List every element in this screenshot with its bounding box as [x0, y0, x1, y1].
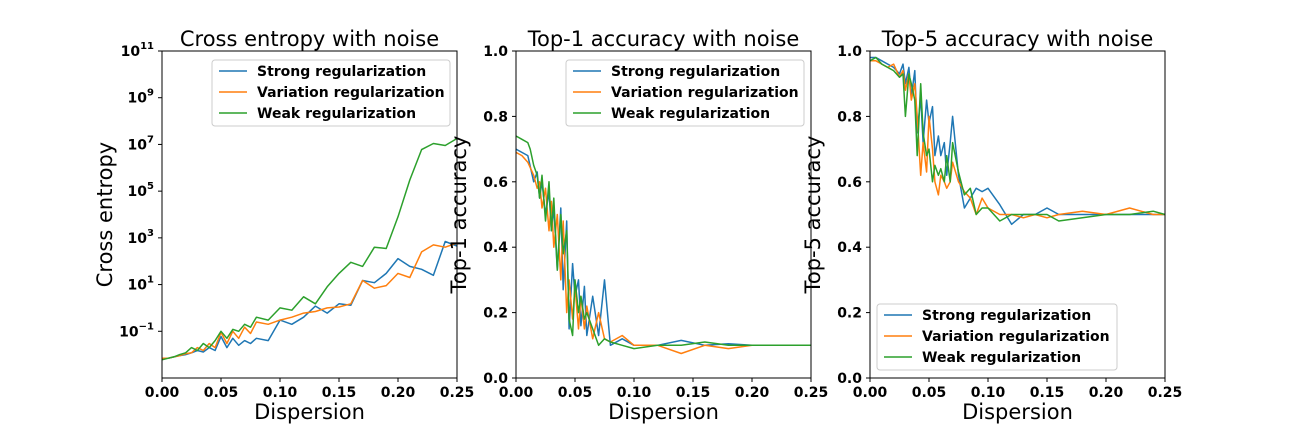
chart-panel-2: 0.00 0.05 0.10 0.15 0.20 0.25 0.0 0.2 0.4 0.6 0.8 1…	[447, 27, 828, 424]
y-tick-label: 109	[128, 88, 154, 107]
y-tick-label: 1.0	[483, 44, 508, 60]
x-tick-label: 0.20	[735, 385, 770, 401]
y-tick-label: 0.6	[837, 175, 862, 191]
series-line-3	[869, 56, 1166, 222]
x-tick-label: 0.10	[971, 385, 1006, 401]
y-tick-label: 0.8	[483, 109, 508, 125]
legend-entry: Variation regularization	[611, 85, 799, 101]
y-tick-label: 0.2	[837, 306, 862, 322]
y-tick-label: 0.4	[837, 240, 862, 256]
x-tick-label: 0.00	[853, 385, 888, 401]
y-tick-label: 0.4	[483, 240, 508, 256]
series-line-1	[870, 56, 1165, 226]
x-tick-label: 0.05	[204, 385, 239, 401]
legend-entry: Variation regularization	[257, 85, 445, 101]
x-tick-label: 0.00	[499, 385, 534, 401]
y-tick-label: 10−1	[119, 321, 154, 340]
x-tick-label: 0.15	[322, 385, 357, 401]
y-tick-label: 0.0	[483, 371, 508, 387]
chart-title: Cross entropy with noise	[180, 27, 439, 51]
x-tick-label: 0.00	[145, 385, 180, 401]
x-tick-label: 0.25	[1148, 385, 1183, 401]
legend-box	[565, 59, 805, 127]
legend-entry: Strong regularization	[922, 308, 1091, 324]
y-tick-label: 101	[128, 275, 154, 294]
legend-entry: Strong regularization	[611, 64, 780, 80]
x-tick-label: 0.15	[1030, 385, 1065, 401]
legend-box	[876, 303, 1118, 371]
y-axis-label: Cross entropy	[93, 142, 117, 287]
legend-entry: Weak regularization	[922, 350, 1081, 366]
legend-entry: Weak regularization	[611, 106, 770, 122]
y-tick-label: 1.0	[837, 44, 862, 60]
legend-box	[211, 59, 451, 127]
x-tick-label: 0.25	[440, 385, 475, 401]
chart-panel-3: 0.00 0.05 0.10 0.15 0.20 0.25 0.0 0.2 0.4 0.6 0.8 1…	[801, 27, 1182, 424]
plot-frame	[869, 50, 1166, 379]
legend: Strong regularization Variation regulariz…	[565, 59, 805, 127]
x-tick-label: 0.20	[381, 385, 416, 401]
legend-entry: Variation regularization	[922, 329, 1110, 345]
x-tick-label: 0.05	[912, 385, 947, 401]
x-tick-label: 0.10	[263, 385, 298, 401]
series-line-1	[515, 148, 811, 347]
chart-title: Top-1 accuracy with noise	[527, 27, 800, 51]
legend: Strong regularization Variation regulariz…	[876, 303, 1118, 371]
x-tick-label: 0.20	[1089, 385, 1124, 401]
y-tick-label: 0.8	[837, 109, 862, 125]
legend-entry: Weak regularization	[257, 106, 416, 122]
series-line-2	[515, 151, 811, 355]
series-line-2	[870, 60, 1165, 219]
x-axis-label: Dispersion	[254, 400, 365, 424]
legend: Strong regularization Variation regulariz…	[211, 59, 451, 127]
plot-frame	[161, 50, 458, 379]
y-tick-label: 0.6	[483, 175, 508, 191]
x-tick-label: 0.25	[794, 385, 829, 401]
legend-entry: Strong regularization	[257, 64, 426, 80]
y-tick-label: 0.2	[483, 306, 508, 322]
series-line-2	[162, 242, 458, 360]
x-tick-label: 0.10	[617, 385, 652, 401]
x-axis-label: Dispersion	[962, 400, 1073, 424]
plot-frame	[515, 50, 812, 379]
y-tick-label: 0.0	[837, 371, 862, 387]
chart-title: Top-5 accuracy with noise	[881, 27, 1154, 51]
y-tick-label: 103	[128, 228, 154, 247]
y-tick-label: 1011	[121, 41, 154, 60]
y-tick-label: 107	[128, 134, 154, 153]
x-axis-label: Dispersion	[608, 400, 719, 424]
y-axis-label: Top-1 accuracy	[447, 136, 471, 295]
x-tick-label: 0.15	[676, 385, 711, 401]
x-tick-label: 0.05	[558, 385, 593, 401]
y-axis-label: Top-5 accuracy	[801, 136, 825, 295]
y-tick-label: 105	[128, 181, 154, 200]
series-line-1	[162, 240, 458, 360]
chart-panel-1: 0.00 0.05 0.10 0.15 0.20 0.25 10−1 101 103 105 107…	[93, 27, 474, 424]
series-line-3	[161, 137, 458, 361]
series-line-3	[515, 135, 811, 350]
